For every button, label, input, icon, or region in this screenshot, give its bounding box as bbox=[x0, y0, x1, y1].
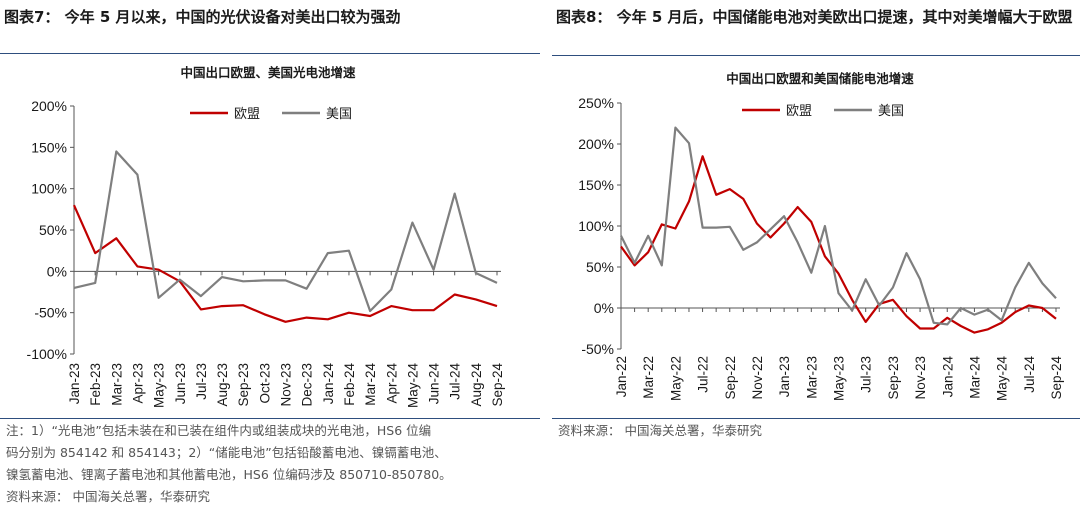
y-tick-label: 50% bbox=[39, 222, 67, 238]
x-tick-label: Sep-24 bbox=[1049, 356, 1064, 400]
y-tick-label: 100% bbox=[578, 218, 614, 234]
x-tick-label: May-22 bbox=[668, 356, 683, 401]
source-line: 资料来源： 中国海关总署，华泰研究 bbox=[558, 423, 762, 438]
x-tick-label: Jul-23 bbox=[859, 356, 874, 393]
footnote-line: 注：1）“光电池”包括未装在和已装在组件内或组装成块的光电池，HS6 位编 bbox=[6, 423, 432, 438]
x-tick-label: Jan-23 bbox=[67, 363, 82, 404]
y-tick-label: 200% bbox=[578, 136, 614, 152]
source-line: 资料来源： 中国海关总署，华泰研究 bbox=[6, 489, 210, 504]
x-tick-label: Sep-22 bbox=[723, 356, 738, 400]
series-line-eu bbox=[72, 204, 498, 323]
y-tick-label: 150% bbox=[578, 177, 614, 193]
y-tick-label: 250% bbox=[578, 95, 614, 111]
y-tick-label: 50% bbox=[586, 259, 614, 275]
x-tick-label: Apr-24 bbox=[384, 363, 399, 404]
footnotes: 注：1）“光电池”包括未装在和已装在组件内或组装成块的光电池，HS6 位编 码分… bbox=[6, 420, 534, 506]
x-tick-label: Aug-23 bbox=[215, 363, 230, 407]
series-line-us bbox=[620, 126, 1057, 326]
y-tick-label: 0% bbox=[47, 263, 67, 279]
x-tick-label: Jan-24 bbox=[940, 356, 955, 398]
y-tick-label: 0% bbox=[594, 300, 614, 316]
x-tick-label: Jan-22 bbox=[614, 356, 629, 397]
footnote-line: 镍氢蓄电池、锂离子蓄电池和其他蓄电池，HS6 位编码涉及 850710-8507… bbox=[6, 467, 452, 482]
x-tick-label: Mar-24 bbox=[967, 356, 982, 399]
x-tick-label: Oct-23 bbox=[257, 363, 272, 404]
notes-divider bbox=[552, 418, 1080, 419]
x-tick-label: Nov-23 bbox=[913, 356, 928, 400]
y-tick-label: -50% bbox=[34, 305, 67, 321]
figure-8-panel: 图表8： 今年 5 月后，中国储能电池对美欧出口提速，其中对美增幅大于欧盟 中国… bbox=[552, 0, 1080, 506]
notes-divider bbox=[0, 418, 540, 419]
x-tick-label: Feb-24 bbox=[342, 363, 357, 406]
y-tick-label: 150% bbox=[31, 139, 67, 155]
x-tick-label: Mar-23 bbox=[804, 356, 819, 399]
chart-title: 中国出口欧盟、美国光电池增速 bbox=[180, 65, 356, 80]
x-tick-label: Jul-23 bbox=[194, 363, 209, 400]
x-tick-label: Jan-24 bbox=[321, 363, 336, 405]
series-line-us bbox=[73, 150, 498, 313]
x-tick-label: Jun-24 bbox=[427, 363, 442, 405]
x-tick-label: Sep-23 bbox=[236, 363, 251, 407]
x-tick-label: Dec-23 bbox=[300, 363, 315, 407]
series-line-eu bbox=[620, 155, 1057, 334]
x-tick-label: Jul-22 bbox=[696, 356, 711, 393]
title-divider bbox=[0, 53, 540, 54]
x-tick-label: May-24 bbox=[405, 363, 420, 409]
x-tick-label: May-23 bbox=[152, 363, 167, 408]
y-tick-label: -100% bbox=[27, 346, 67, 362]
x-tick-label: Mar-24 bbox=[363, 363, 378, 406]
x-tick-label: May-23 bbox=[832, 356, 847, 401]
x-tick-label: Sep-24 bbox=[490, 363, 505, 407]
x-tick-label: Jul-24 bbox=[448, 363, 463, 400]
legend-label: 美国 bbox=[326, 107, 352, 122]
figure-7-title: 图表7： 今年 5 月以来，中国的光伏设备对美出口较为强劲 bbox=[4, 8, 401, 26]
legend-label: 美国 bbox=[878, 104, 904, 119]
x-tick-label: Nov-23 bbox=[279, 363, 294, 407]
figure-8-title: 图表8： 今年 5 月后，中国储能电池对美欧出口提速，其中对美增幅大于欧盟 bbox=[556, 8, 1073, 26]
footnote-line: 码分别为 854142 和 854143；2）“储能电池”包括铅酸蓄电池、镍镉蓄… bbox=[6, 445, 447, 460]
source-note: 资料来源： 中国海关总署，华泰研究 bbox=[558, 420, 1074, 442]
x-tick-label: Nov-22 bbox=[750, 356, 765, 400]
x-tick-label: Mar-23 bbox=[109, 363, 124, 406]
x-tick-label: Jan-23 bbox=[777, 356, 792, 397]
x-tick-label: Feb-23 bbox=[88, 363, 103, 406]
figure-7-panel: 图表7： 今年 5 月以来，中国的光伏设备对美出口较为强劲 中国出口欧盟、美国光… bbox=[0, 8, 540, 506]
battery-export-chart: 中国出口欧盟和美国储能电池增速 -50% 0% 50% 100% 150% 200% 250%… bbox=[578, 71, 1064, 402]
x-tick-label: Jun-23 bbox=[173, 363, 188, 404]
x-tick-label: May-24 bbox=[995, 356, 1010, 402]
x-tick-label: Mar-22 bbox=[641, 356, 656, 399]
x-tick-label: Apr-23 bbox=[130, 363, 145, 404]
y-tick-label: 100% bbox=[31, 181, 67, 197]
y-tick-label: -50% bbox=[581, 341, 614, 357]
legend-label: 欧盟 bbox=[234, 107, 260, 122]
x-tick-label: Sep-23 bbox=[886, 356, 901, 400]
title-divider bbox=[552, 55, 1080, 56]
legend-label: 欧盟 bbox=[786, 104, 812, 119]
y-tick-label: 200% bbox=[31, 98, 67, 114]
chart-title: 中国出口欧盟和美国储能电池增速 bbox=[726, 71, 914, 86]
pv-cell-export-chart: 中国出口欧盟、美国光电池增速 -100% -50% 0% 50% 100% 150% 200%… bbox=[27, 65, 505, 409]
x-tick-label: Jul-24 bbox=[1022, 356, 1037, 393]
x-tick-label: Aug-24 bbox=[469, 363, 484, 407]
